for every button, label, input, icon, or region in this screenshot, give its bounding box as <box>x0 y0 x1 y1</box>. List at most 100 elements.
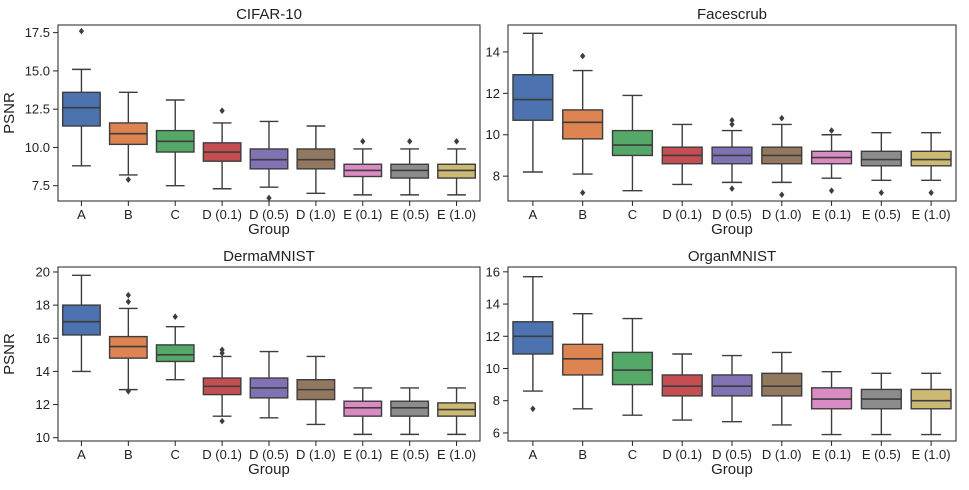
chart-facescrub-box-c <box>611 94 654 192</box>
chart-dermamnist-ytick-label: 10 <box>36 430 50 445</box>
chart-dermamnist-xtick-label: B <box>124 447 133 462</box>
chart-cifar-10-xtick-label: D (0.1) <box>202 207 242 222</box>
chart-facescrub-xtick-label: D (0.1) <box>662 207 702 222</box>
chart-dermamnist-box-d-0-1 <box>202 346 242 425</box>
chart-cifar-10-box-d-0-1 <box>202 107 242 190</box>
chart-facescrub-title: Facescrub <box>697 6 767 23</box>
chart-cifar-10-xtick-label: E (1.0) <box>437 207 476 222</box>
outlier-point <box>530 405 536 413</box>
chart-dermamnist-xtick-label: D (1.0) <box>296 447 336 462</box>
chart-organmnist-ytick-label: 8 <box>493 393 500 408</box>
chart-organmnist-xlabel: Group <box>711 461 753 478</box>
chart-dermamnist-ytick-label: 14 <box>36 364 50 379</box>
chart-facescrub-xtick-label: C <box>628 207 637 222</box>
chart-cifar-10-xlabel: Group <box>248 221 290 238</box>
chart-dermamnist-xlabel: Group <box>248 461 290 478</box>
chart-organmnist-box-c <box>611 317 654 416</box>
chart-organmnist-ytick-label: 16 <box>486 264 500 279</box>
chart-organmnist-box-d-1-0 <box>761 351 803 426</box>
iqr-box <box>108 335 148 359</box>
outlier-point <box>219 346 225 354</box>
iqr-box <box>661 374 703 397</box>
chart-cifar-10: CIFAR-10 7.5 10.0 12.5 15.0 17.5 PSNR A B C D (0.1… <box>1 6 481 238</box>
outlier-point <box>729 121 735 128</box>
outlier-point <box>453 138 460 145</box>
chart-dermamnist-box-e-0-5 <box>390 387 430 436</box>
chart-facescrub-xlabel: Group <box>711 221 753 238</box>
chart-cifar-10-box-c <box>155 99 195 187</box>
chart-dermamnist-ytick-label: 12 <box>36 397 50 412</box>
chart-facescrub-box-b <box>562 52 604 197</box>
chart-facescrub-box-d-1-0 <box>761 114 803 199</box>
chart-facescrub-xtick-label: B <box>578 207 587 222</box>
chart-organmnist-ytick-label: 12 <box>486 329 500 344</box>
outlier-point <box>219 107 225 115</box>
chart-facescrub-xtick-label: A <box>529 207 538 222</box>
chart-dermamnist-xtick-label: E (0.5) <box>390 447 429 462</box>
iqr-box <box>611 129 654 157</box>
iqr-box <box>155 344 195 363</box>
chart-dermamnist-box-a <box>61 274 101 373</box>
chart-organmnist-box-d-0-1 <box>661 353 703 421</box>
outlier-point <box>828 187 835 194</box>
outlier-point <box>172 313 178 321</box>
chart-cifar-10-box-e-0-1 <box>343 138 383 196</box>
iqr-box <box>611 351 654 386</box>
chart-dermamnist-xtick-label: E (0.1) <box>343 447 382 462</box>
chart-dermamnist-xtick-label: E (1.0) <box>437 447 476 462</box>
chart-cifar-10-ytick-label: 10.0 <box>25 140 50 155</box>
iqr-box <box>512 73 554 121</box>
outlier-point <box>779 114 785 122</box>
chart-organmnist-xtick-label: B <box>578 447 587 462</box>
chart-facescrub-box-e-0-5 <box>860 131 902 197</box>
chart-facescrub-ytick-label: 14 <box>486 44 500 59</box>
iqr-box <box>61 91 101 127</box>
outlier-point <box>729 185 735 192</box>
iqr-box <box>761 372 803 397</box>
outlier-point <box>878 189 884 197</box>
iqr-box <box>562 343 604 376</box>
chart-dermamnist: DermaMNIST 10 12 14 16 18 20 PSNR A B C D (0.1) D (0… <box>1 248 481 478</box>
chart-facescrub-box-d-0-1 <box>661 123 703 186</box>
outlier-point <box>266 194 272 202</box>
outlier-point <box>828 127 835 134</box>
outlier-point <box>360 138 366 145</box>
chart-cifar-10-xtick-label: B <box>124 207 133 222</box>
chart-organmnist-xtick-label: C <box>628 447 637 462</box>
chart-organmnist-xtick-label: E (0.1) <box>812 447 851 462</box>
chart-organmnist-xtick-label: D (1.0) <box>762 447 802 462</box>
chart-facescrub-xtick-label: E (0.1) <box>812 207 851 222</box>
outlier-point <box>125 291 131 299</box>
chart-organmnist-title: OrganMNIST <box>688 248 776 265</box>
iqr-box <box>61 304 101 336</box>
outlier-point <box>219 417 225 425</box>
chart-cifar-10-xtick-label: E (0.5) <box>390 207 429 222</box>
chart-cifar-10-box-e-0-5 <box>390 138 430 196</box>
outlier-point <box>928 189 934 197</box>
iqr-box <box>390 400 430 417</box>
outlier-point <box>580 52 586 60</box>
chart-facescrub: Facescrub 8 10 12 14 A B C D (0.1) D (0.5) D (1.0)… <box>486 6 957 238</box>
chart-cifar-10-box-b <box>108 91 148 183</box>
chart-facescrub-ytick-label: 10 <box>486 127 500 142</box>
chart-organmnist-box-d-0-5 <box>711 354 753 423</box>
iqr-box <box>562 109 604 140</box>
chart-dermamnist-title: DermaMNIST <box>223 248 315 265</box>
chart-facescrub-box-e-1-0 <box>910 131 952 197</box>
chart-organmnist-xtick-label: D (0.5) <box>712 447 752 462</box>
chart-organmnist-xtick-label: E (1.0) <box>912 447 951 462</box>
chart-organmnist-xtick-label: E (0.5) <box>862 447 901 462</box>
chart-cifar-10-ytick-label: 15.0 <box>25 63 50 78</box>
chart-cifar-10-ytick-label: 17.5 <box>25 25 50 40</box>
chart-facescrub-box-e-0-1 <box>810 127 853 194</box>
chart-facescrub-box-a <box>512 32 554 173</box>
chart-cifar-10-xtick-label: E (0.1) <box>343 207 382 222</box>
chart-organmnist-xtick-label: D (0.1) <box>662 447 702 462</box>
iqr-box <box>711 374 753 397</box>
chart-cifar-10-xtick-label: A <box>77 207 86 222</box>
chart-organmnist: OrganMNIST 6 8 10 12 14 16 A B C D (0.1) D (0.5) D (… <box>486 248 957 478</box>
chart-dermamnist-box-e-0-1 <box>343 387 383 436</box>
chart-dermamnist-box-d-0-5 <box>249 350 289 419</box>
chart-dermamnist-ylabel: PSNR <box>1 333 18 375</box>
